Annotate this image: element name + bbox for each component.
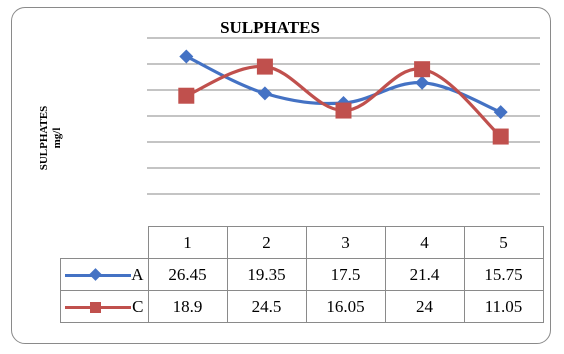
data-table-row-series-a: A 26.45 19.35 17.5 21.4 15.75 bbox=[60, 258, 544, 291]
data-label: 21.4 bbox=[384, 258, 465, 291]
data-point-c bbox=[492, 128, 509, 145]
data-point-a bbox=[257, 86, 272, 101]
category-label: 1 bbox=[147, 226, 228, 259]
legend-label-c: C bbox=[132, 296, 144, 316]
category-label: 2 bbox=[226, 226, 307, 259]
data-point-c bbox=[414, 61, 431, 78]
data-point-a bbox=[179, 49, 194, 64]
legend-label-a: A bbox=[131, 264, 144, 284]
data-label: 15.75 bbox=[463, 258, 544, 291]
data-label: 24 bbox=[384, 290, 465, 323]
data-label: 16.05 bbox=[305, 290, 386, 323]
data-point-a bbox=[493, 105, 508, 120]
legend-diamond-icon bbox=[89, 267, 102, 281]
legend-key-a: A bbox=[60, 258, 149, 291]
data-point-a bbox=[415, 75, 430, 90]
category-label: 3 bbox=[305, 226, 386, 259]
data-label: 26.45 bbox=[147, 258, 228, 291]
data-table: 1 2 3 4 5 A 26.45 19.35 17.5 21.4 15.75 … bbox=[60, 226, 544, 323]
data-label: 11.05 bbox=[463, 290, 544, 323]
category-label: 4 bbox=[384, 226, 465, 259]
legend-square-icon bbox=[90, 301, 101, 313]
data-label: 24.5 bbox=[226, 290, 307, 323]
data-point-c bbox=[335, 102, 352, 119]
data-table-header-row: 1 2 3 4 5 bbox=[60, 226, 544, 259]
data-point-c bbox=[178, 87, 195, 104]
data-label: 18.9 bbox=[147, 290, 228, 323]
data-point-c bbox=[256, 58, 273, 75]
chart-title: SULPHATES bbox=[220, 18, 320, 37]
category-label: 5 bbox=[463, 226, 544, 259]
data-table-row-series-c: C 18.9 24.5 16.05 24 11.05 bbox=[60, 290, 544, 323]
data-label: 17.5 bbox=[305, 258, 386, 291]
data-table-corner bbox=[60, 226, 149, 259]
data-label: 19.35 bbox=[226, 258, 307, 291]
legend-key-c: C bbox=[60, 290, 149, 323]
